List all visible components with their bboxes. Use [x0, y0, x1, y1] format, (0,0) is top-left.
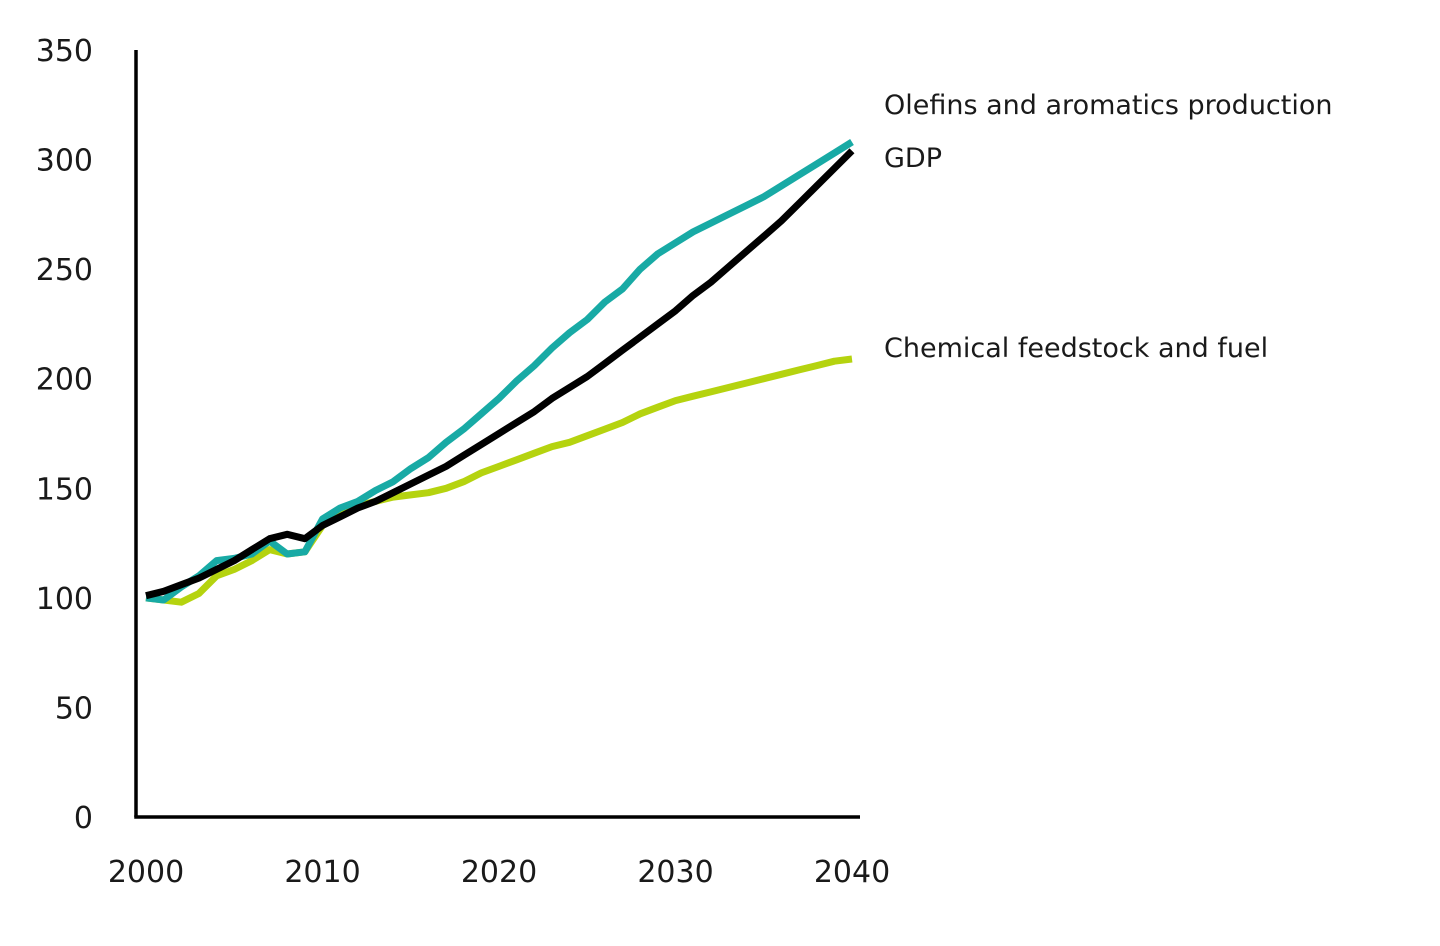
- x-tick-label: 2040: [814, 855, 890, 890]
- y-tick-label: 300: [36, 144, 93, 179]
- x-tick-label: 2020: [461, 855, 537, 890]
- y-tick-label: 100: [36, 582, 93, 617]
- series-label-olefins-aromatics: Olefins and aromatics production: [884, 90, 1333, 121]
- y-tick-label: 200: [36, 363, 93, 398]
- y-tick-label: 250: [36, 253, 93, 288]
- series-line-olefins-aromatics: [145, 139, 854, 604]
- y-tick-label: 150: [36, 472, 93, 507]
- series-line-chemical-feedstock: [145, 355, 853, 606]
- series-line-gdp: [145, 148, 855, 600]
- series-label-gdp: GDP: [884, 143, 942, 174]
- axes: [134, 50, 860, 819]
- series-label-chemical-feedstock: Chemical feedstock and fuel: [884, 333, 1268, 364]
- x-tick-label: 2030: [637, 855, 713, 890]
- y-tick-labels: 0 50 100 150 200 250 300 350: [36, 34, 93, 836]
- x-tick-label: 2010: [284, 855, 360, 890]
- y-tick-label: 350: [36, 34, 93, 69]
- x-tick-label: 2000: [108, 855, 184, 890]
- series-layer: [145, 139, 855, 606]
- y-tick-label: 50: [55, 691, 93, 726]
- y-tick-label: 0: [74, 801, 93, 836]
- series-labels: Olefins and aromatics production GDP Chemi…: [884, 90, 1333, 364]
- x-tick-labels: 2000 2010 2020 2030 2040: [108, 855, 890, 890]
